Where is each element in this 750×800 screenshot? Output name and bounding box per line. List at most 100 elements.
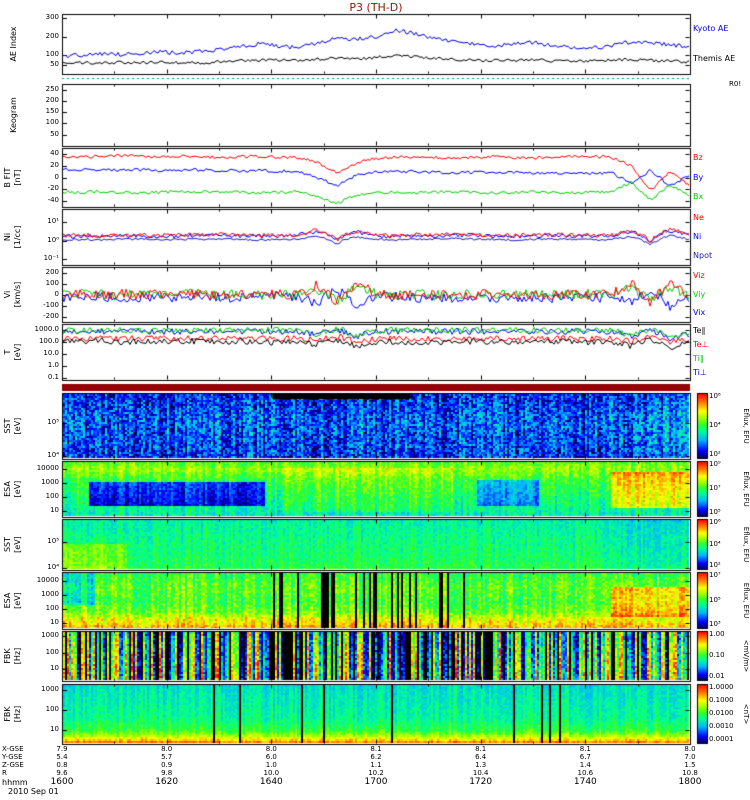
cbar-tick-esa_i: 10⁵ — [709, 595, 721, 604]
ytick-keogram: 200 — [45, 95, 59, 104]
time-tick-label: 1600 — [50, 777, 74, 787]
coord-value: 1.0 — [265, 761, 277, 769]
coord-value: 1.4 — [579, 761, 591, 769]
legend-ae-0: Kyoto AE — [693, 24, 729, 33]
ytick-velocity: -200 — [43, 311, 59, 320]
ytick-keogram: 150 — [45, 107, 59, 116]
ytick-keogram: 50 — [50, 129, 59, 138]
ytick-density: 10⁰ — [47, 235, 59, 244]
ytick-fbk_e: 100 — [45, 647, 59, 656]
cbar-tick-esa_i: 10⁷ — [709, 571, 721, 579]
coord-value: 9.6 — [56, 769, 68, 777]
date-label: 2010 Sep 01 — [8, 787, 59, 796]
coord-value: 10.2 — [368, 769, 384, 777]
ylabel-fbk_b: FBK — [3, 706, 12, 722]
ytick-keogram: 100 — [45, 118, 59, 127]
coord-value: 5.4 — [56, 753, 68, 761]
coord-value: 10.8 — [682, 769, 698, 777]
ytick-bfield: 40 — [50, 148, 59, 157]
ytick-bfield: -20 — [47, 184, 59, 193]
cbar-tick-sst_e: 10⁶ — [709, 392, 721, 400]
coord-value: 9.8 — [161, 769, 173, 777]
ytick-temperature: 10.0 — [43, 348, 59, 357]
ytick-sst_i: 10⁵ — [47, 537, 59, 546]
time-tick-label: 1800 — [678, 777, 702, 787]
cbar-tick-esa_e: 10⁷ — [709, 484, 721, 492]
ytick-esa_i: 10000 — [36, 575, 59, 584]
cbar-tick-fbk_b: 0.0001 — [709, 735, 734, 743]
coord-value: 8.1 — [370, 745, 382, 753]
ylabel-density: Ni — [3, 232, 12, 242]
coord-value: 10.0 — [263, 769, 280, 777]
ytick-fbk_b: 100 — [45, 705, 59, 714]
ytick-fbk_b: 1000 — [41, 685, 59, 694]
coord-value: 5.7 — [161, 753, 173, 761]
ylabel-ae: AE Index — [9, 26, 18, 62]
panel-keogram — [62, 84, 690, 146]
coord-value: 6.0 — [265, 753, 277, 761]
yunit-sst_i: [eV] — [13, 536, 22, 553]
time-tick-label: 1620 — [155, 777, 179, 787]
ytick-esa_e: 10000 — [36, 464, 59, 473]
ytick-sst_i: 10⁴ — [47, 562, 59, 571]
ylabel-bfield: B FIT — [3, 167, 12, 188]
ylabel-temperature: T — [3, 349, 12, 355]
panel-velocity — [62, 267, 690, 322]
cbar-tick-fbk_e: 0.10 — [709, 651, 725, 659]
time-tick-label: 1700 — [364, 777, 388, 787]
ytick-esa_i: 1000 — [41, 589, 59, 598]
cbar-unit-esa_e: Eflux, EFU — [742, 471, 750, 507]
coord-value: 8.0 — [265, 745, 277, 753]
cbar-tick-sst_i: 10² — [709, 561, 721, 569]
legend-temperature-3: Ti⊥ — [693, 368, 707, 377]
ytick-fbk_e: 10 — [50, 664, 59, 673]
ylabel-sst_e: SST — [3, 418, 12, 434]
ytick-ae: 200 — [45, 31, 59, 40]
yunit-esa_i: [eV] — [13, 592, 22, 609]
cbar-tick-sst_i: 10⁴ — [709, 539, 721, 548]
yunit-bfield: [nT] — [13, 169, 22, 186]
yunit-fbk_b: [Hz] — [13, 705, 22, 723]
panel-fbk_e — [62, 631, 690, 681]
coord-value: 7.9 — [56, 745, 68, 753]
ylabel-esa_e: ESA — [3, 481, 12, 497]
legend-ae-1: Themis AE — [693, 54, 736, 63]
cbar-tick-fbk_e: 1.00 — [709, 630, 725, 638]
ytick-density: 10¹ — [47, 217, 59, 226]
yunit-velocity: [km/s] — [13, 281, 22, 308]
plot-title: P3 (TH-D) — [349, 1, 403, 14]
cbar-tick-fbk_b: 0.1000 — [709, 696, 734, 704]
panel-temperature — [62, 324, 690, 380]
coord-row-Z-GSE: Z-GSE — [2, 761, 24, 769]
legend-density-2: Npot — [693, 250, 713, 260]
cbar-tick-esa_e: 10⁵ — [709, 508, 721, 516]
panel-ae — [62, 14, 690, 74]
cbar-tick-sst_i: 10⁶ — [709, 518, 721, 526]
cbar-unit-sst_i: Eflux, EFU — [742, 526, 750, 563]
panel-esa_e — [62, 461, 690, 517]
ytick-velocity: -100 — [43, 300, 59, 309]
ytick-temperature: 1000.0 — [34, 324, 60, 333]
cbar-unit-esa_i: Eflux, EFU — [742, 582, 750, 619]
ytick-velocity: 200 — [45, 267, 59, 276]
ytick-esa_i: 10 — [50, 618, 59, 627]
ytick-sst_e: 10⁴ — [47, 450, 59, 459]
ytick-keogram: 250 — [45, 84, 59, 93]
legend-bfield-0: Bz — [693, 152, 703, 162]
legend-velocity-1: Viy — [693, 289, 706, 299]
coord-value: 8.0 — [161, 745, 173, 753]
coord-value: 8.1 — [475, 745, 487, 753]
legend-temperature-1: Te⊥ — [693, 340, 709, 349]
panel-sst_i — [62, 519, 690, 570]
right-label-keogram: R0! — [729, 80, 742, 88]
coord-value: 8.0 — [684, 745, 696, 753]
cbar-unit-fbk_b: <nT> — [742, 703, 750, 725]
ylabel-fbk_e: FBK — [3, 648, 12, 664]
cbar-tick-fbk_b: 1.0000 — [709, 683, 734, 691]
coord-value: 1.5 — [684, 761, 696, 769]
ylabel-velocity: Vi — [3, 290, 12, 299]
panel-density — [62, 209, 690, 265]
ytick-bfield: 0 — [54, 172, 59, 181]
